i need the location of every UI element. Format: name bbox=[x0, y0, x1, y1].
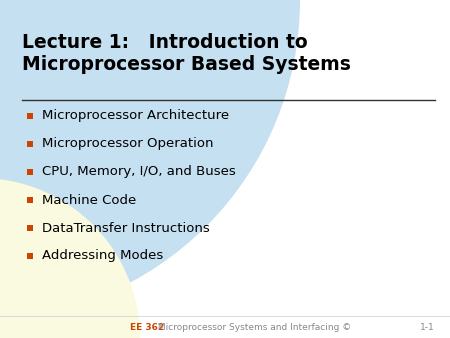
Text: CPU, Memory, I/O, and Buses: CPU, Memory, I/O, and Buses bbox=[42, 166, 236, 178]
Wedge shape bbox=[0, 0, 300, 320]
Text: 1-1: 1-1 bbox=[420, 322, 435, 332]
Text: Microprocessor Systems and Interfacing ©: Microprocessor Systems and Interfacing © bbox=[155, 322, 351, 332]
Text: Microprocessor Architecture: Microprocessor Architecture bbox=[42, 110, 229, 122]
Wedge shape bbox=[0, 178, 140, 338]
Text: DataTransfer Instructions: DataTransfer Instructions bbox=[42, 221, 210, 235]
Text: Machine Code: Machine Code bbox=[42, 193, 136, 207]
Text: Lecture 1:   Introduction to
Microprocessor Based Systems: Lecture 1: Introduction to Microprocesso… bbox=[22, 33, 351, 74]
Text: EE 362: EE 362 bbox=[130, 322, 164, 332]
Text: Addressing Modes: Addressing Modes bbox=[42, 249, 163, 263]
Text: Microprocessor Operation: Microprocessor Operation bbox=[42, 138, 213, 150]
